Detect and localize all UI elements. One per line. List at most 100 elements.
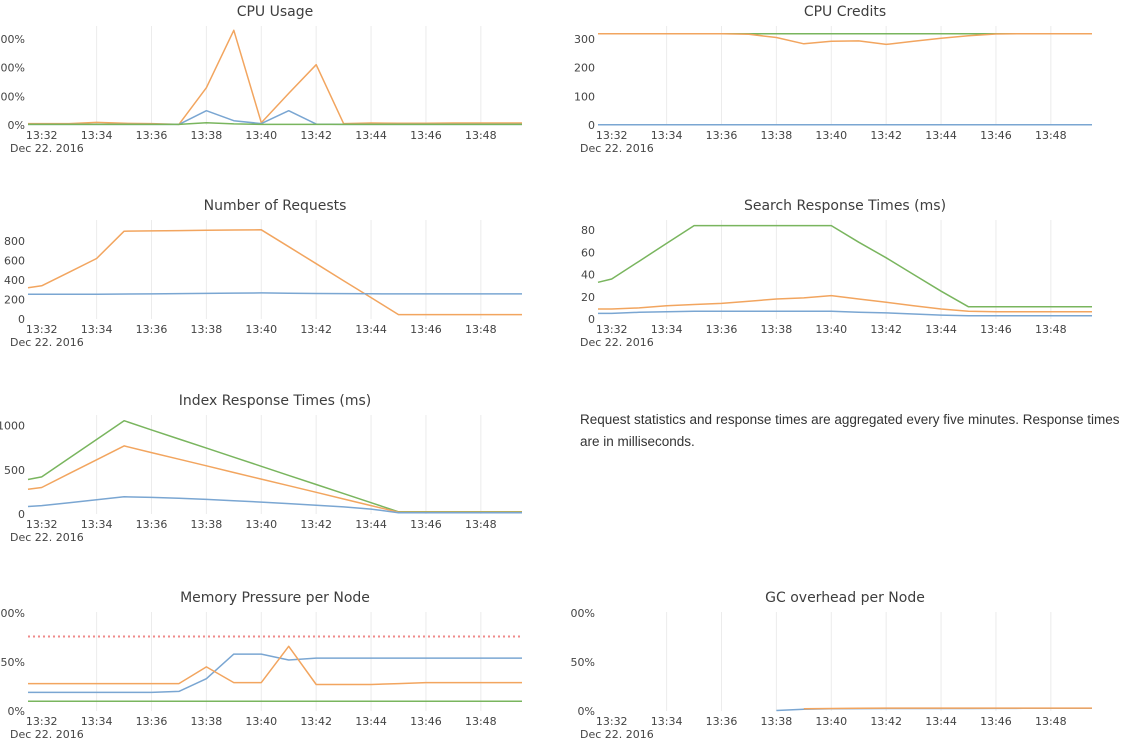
- x-tick-label: 13:36: [706, 715, 738, 728]
- x-tick-label: 13:44: [925, 323, 957, 336]
- x-tick-label: 13:46: [410, 323, 442, 336]
- series-index-blue: [27, 496, 522, 514]
- chart-title: GC overhead per Node: [765, 590, 925, 606]
- chart-title: CPU Usage: [236, 4, 314, 20]
- chart-title: Search Response Times (ms): [743, 198, 947, 214]
- x-axis-date-label: Dec 22. 2016: [10, 336, 84, 349]
- x-tick-label: 13:38: [191, 518, 223, 531]
- y-tick-label: 40: [581, 269, 595, 282]
- x-tick-label: 13:34: [651, 323, 683, 336]
- chart-cpu-usage: CPU Usage 0% 100% 200% 300% 13:32 13:34 13:36 1…: [0, 0, 561, 165]
- y-tick-label: 0%: [578, 705, 595, 718]
- x-tick-label: 13:36: [136, 323, 168, 336]
- plot-area: 0% 50% 100% 13:32 13:34 13:36 13:38 13:40 13:42 1…: [570, 607, 1092, 741]
- x-tick-label: 13:36: [136, 518, 168, 531]
- x-axis-date-label: Dec 22. 2016: [580, 142, 654, 155]
- series-node-orange: [803, 707, 1092, 710]
- y-tick-label: 200%: [0, 62, 25, 75]
- plot-area: 0% 50% 100% 13:32 13:34 13:36 13:38 13:40 13:42 1…: [0, 607, 522, 741]
- x-tick-label: 13:44: [355, 715, 387, 728]
- y-tick-label: 500: [4, 464, 25, 477]
- y-tick-label: 100: [574, 90, 595, 103]
- x-tick-label: 13:42: [300, 518, 332, 531]
- y-tick-label: 50%: [1, 656, 25, 669]
- chart-title: CPU Credits: [803, 4, 887, 20]
- y-tick-label: 80: [581, 224, 595, 237]
- y-tick-label: 60: [581, 246, 595, 259]
- x-axis-date-label: Dec 22. 2016: [10, 531, 84, 544]
- x-axis-date-label: Dec 22. 2016: [10, 728, 84, 741]
- y-tick-label: 1000: [0, 420, 25, 433]
- chart-title: Memory Pressure per Node: [180, 590, 370, 606]
- x-tick-label: 13:38: [191, 715, 223, 728]
- chart-cpu-credits: CPU Credits 0 100 200 300 13:32 13:34 13:36 13:…: [570, 0, 1131, 165]
- y-tick-label: 600: [4, 254, 25, 267]
- chart-search-response-times: Search Response Times (ms) 0 20 40 60 80 13:3…: [570, 194, 1131, 359]
- x-tick-label: 13:38: [761, 715, 793, 728]
- x-tick-label: 13:46: [410, 715, 442, 728]
- x-tick-label: 13:32: [26, 129, 58, 142]
- x-tick-label: 13:34: [81, 715, 113, 728]
- plot-area: 0 20 40 60 80 13:32 13:34 13:36 13:38 13:40 13:42 1…: [580, 220, 1092, 349]
- x-tick-label: 13:32: [26, 715, 58, 728]
- x-tick-label: 13:44: [925, 129, 957, 142]
- x-tick-label: 13:32: [26, 518, 58, 531]
- x-tick-label: 13:48: [465, 518, 497, 531]
- y-tick-label: 300: [574, 33, 595, 46]
- plot-area: 0% 100% 200% 300% 13:32 13:34 13:36 13:38 13:40 1…: [0, 26, 522, 155]
- x-tick-label: 13:32: [596, 323, 628, 336]
- x-tick-label: 13:40: [245, 518, 277, 531]
- x-tick-label: 13:38: [761, 323, 793, 336]
- series-instance-orange: [598, 32, 1092, 46]
- x-tick-label: 13:44: [355, 518, 387, 531]
- series-index-green: [27, 419, 522, 513]
- series-instance-orange: [28, 29, 522, 126]
- y-tick-label: 200: [574, 62, 595, 75]
- x-axis-date-label: Dec 22. 2016: [10, 142, 84, 155]
- y-tick-label: 100%: [0, 607, 25, 620]
- aggregation-note: Request statistics and response times ar…: [580, 412, 1120, 449]
- series-search-blue: [598, 310, 1092, 317]
- series-requests-blue: [28, 292, 522, 296]
- x-tick-label: 13:32: [26, 323, 58, 336]
- chart-index-response-times: Index Response Times (ms) 0 500 1000 13:32 1…: [0, 389, 561, 554]
- y-tick-label: 0: [588, 119, 595, 132]
- series-search-orange: [598, 294, 1092, 313]
- x-tick-label: 13:46: [980, 323, 1012, 336]
- chart-number-of-requests: Number of Requests 0 200 400 600 800 13:32 13:…: [0, 194, 561, 359]
- x-tick-label: 13:46: [980, 715, 1012, 728]
- y-tick-label: 50%: [571, 656, 595, 669]
- series-node-blue: [28, 653, 522, 694]
- x-tick-label: 13:38: [761, 129, 793, 142]
- x-tick-label: 13:38: [191, 129, 223, 142]
- x-tick-label: 13:36: [136, 715, 168, 728]
- chart-title: Number of Requests: [203, 198, 347, 214]
- y-tick-label: 0%: [8, 705, 25, 718]
- x-tick-label: 13:34: [651, 715, 683, 728]
- y-tick-label: 100%: [0, 90, 25, 103]
- x-axis-date-label: Dec 22. 2016: [580, 728, 654, 741]
- x-tick-label: 13:48: [1035, 323, 1067, 336]
- x-tick-label: 13:44: [355, 129, 387, 142]
- plot-area: 0 100 200 300 13:32 13:34 13:36 13:38 13:40 13:42…: [574, 26, 1092, 155]
- chart-memory-pressure-per-node: Memory Pressure per Node 0% 50% 100% 13:32 1…: [0, 586, 561, 751]
- x-tick-label: 13:42: [870, 715, 902, 728]
- x-tick-label: 13:48: [465, 715, 497, 728]
- series-instance-green: [28, 121, 522, 126]
- x-tick-label: 13:42: [300, 129, 332, 142]
- y-tick-label: 20: [581, 291, 595, 304]
- series-node-orange: [28, 645, 522, 686]
- x-tick-label: 13:40: [245, 715, 277, 728]
- y-tick-label: 200: [4, 293, 25, 306]
- x-tick-label: 13:36: [136, 129, 168, 142]
- x-tick-label: 13:46: [410, 518, 442, 531]
- x-tick-label: 13:40: [815, 129, 847, 142]
- x-tick-label: 13:38: [191, 323, 223, 336]
- x-tick-label: 13:36: [706, 323, 738, 336]
- x-tick-label: 13:32: [596, 129, 628, 142]
- x-tick-label: 13:36: [706, 129, 738, 142]
- x-tick-label: 13:40: [245, 129, 277, 142]
- y-tick-label: 0: [588, 313, 595, 326]
- x-axis-date-label: Dec 22. 2016: [580, 336, 654, 349]
- x-tick-label: 13:32: [596, 715, 628, 728]
